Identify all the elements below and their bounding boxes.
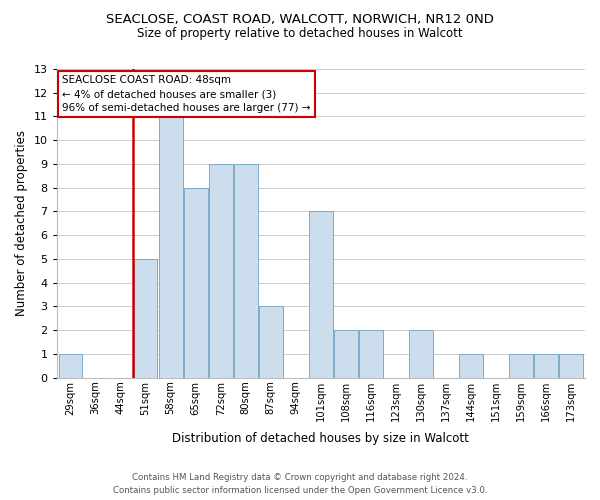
Bar [259, 306, 283, 378]
Text: Contains HM Land Registry data © Crown copyright and database right 2024.
Contai: Contains HM Land Registry data © Crown c… [113, 474, 487, 495]
Text: SEACLOSE, COAST ROAD, WALCOTT, NORWICH, NR12 0ND: SEACLOSE, COAST ROAD, WALCOTT, NORWICH, … [106, 12, 494, 26]
Bar [409, 330, 433, 378]
Bar [534, 354, 558, 378]
Bar [159, 116, 182, 378]
Bar [209, 164, 233, 378]
Bar [509, 354, 533, 378]
Text: Size of property relative to detached houses in Walcott: Size of property relative to detached ho… [137, 28, 463, 40]
Bar [559, 354, 583, 378]
Bar [59, 354, 82, 378]
Bar [134, 259, 157, 378]
Bar [184, 188, 208, 378]
Bar [234, 164, 257, 378]
X-axis label: Distribution of detached houses by size in Walcott: Distribution of detached houses by size … [172, 432, 469, 445]
Text: SEACLOSE COAST ROAD: 48sqm
← 4% of detached houses are smaller (3)
96% of semi-d: SEACLOSE COAST ROAD: 48sqm ← 4% of detac… [62, 75, 310, 113]
Bar [359, 330, 383, 378]
Y-axis label: Number of detached properties: Number of detached properties [15, 130, 28, 316]
Bar [334, 330, 358, 378]
Bar [459, 354, 483, 378]
Bar [309, 212, 333, 378]
